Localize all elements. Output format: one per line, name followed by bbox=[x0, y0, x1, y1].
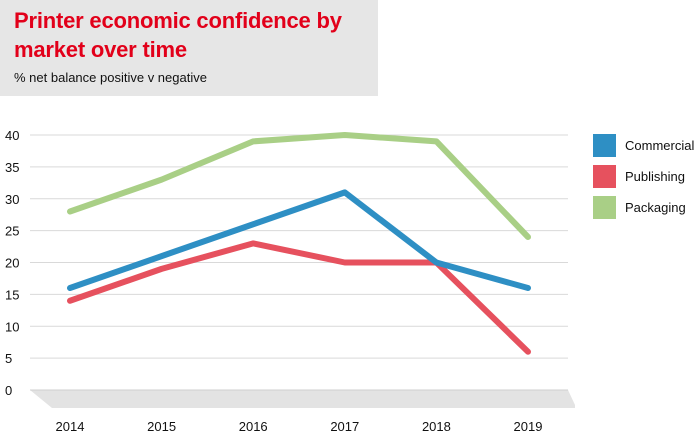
series-lines bbox=[67, 132, 531, 355]
legend-swatch-packaging bbox=[593, 196, 616, 219]
x-tick-label: 2016 bbox=[239, 419, 268, 434]
y-tick-label: 5 bbox=[5, 351, 12, 366]
series-line-publishing bbox=[67, 240, 531, 355]
axis-floor-band bbox=[30, 390, 575, 408]
x-tick-label: 2014 bbox=[56, 419, 85, 434]
y-axis-ticks: 0 5 10 15 20 25 30 35 40 bbox=[5, 128, 19, 398]
x-tick-label: 2018 bbox=[422, 419, 451, 434]
y-tick-label: 40 bbox=[5, 128, 19, 143]
grid-lines bbox=[30, 134, 568, 359]
y-tick-label: 35 bbox=[5, 160, 19, 175]
y-tick-label: 25 bbox=[5, 224, 19, 239]
legend-label-packaging: Packaging bbox=[625, 200, 686, 215]
chart-subtitle: % net balance positive v negative bbox=[14, 70, 207, 85]
series-line-packaging bbox=[67, 132, 531, 240]
legend-label-commercial: Commercial bbox=[625, 138, 694, 153]
legend-swatch-publishing bbox=[593, 165, 616, 188]
legend-label-publishing: Publishing bbox=[625, 169, 685, 184]
y-tick-label: 30 bbox=[5, 192, 19, 207]
legend: Commercial Publishing Packaging bbox=[593, 134, 694, 219]
x-tick-label: 2019 bbox=[514, 419, 543, 434]
chart-title: Printer economic confidence by market ov… bbox=[14, 8, 342, 62]
y-tick-label: 0 bbox=[5, 383, 12, 398]
y-tick-label: 10 bbox=[5, 319, 19, 334]
y-tick-label: 15 bbox=[5, 287, 19, 302]
axis-floor bbox=[30, 389, 575, 408]
legend-swatch-commercial bbox=[593, 134, 616, 157]
y-tick-label: 20 bbox=[5, 256, 19, 271]
title-panel: Printer economic confidence by market ov… bbox=[0, 0, 378, 96]
series-line-commercial bbox=[67, 189, 531, 291]
x-axis-ticks: 2014 2015 2016 2017 2018 2019 bbox=[56, 419, 543, 434]
x-tick-label: 2015 bbox=[147, 419, 176, 434]
x-tick-label: 2017 bbox=[330, 419, 359, 434]
